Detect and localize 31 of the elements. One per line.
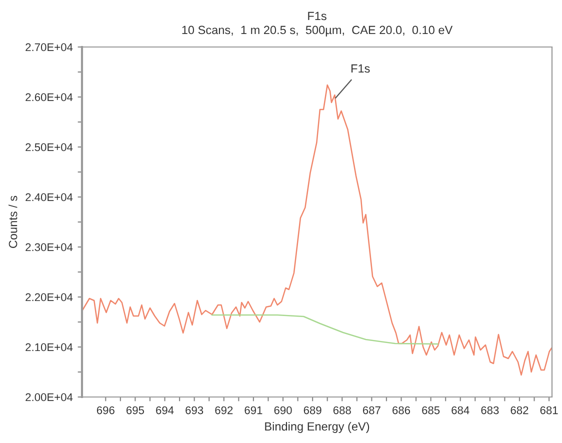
x-tick-label: 694 [156, 406, 174, 414]
y-tick-label: 2.40E+04 [26, 193, 73, 202]
x-tick-label: 681 [540, 406, 558, 414]
x-tick-label: 685 [422, 406, 440, 414]
line-series [211, 314, 439, 345]
x-tick-label: 688 [333, 406, 351, 414]
x-tick-label: 693 [186, 406, 204, 414]
y-tick-label: 2.00E+04 [26, 393, 73, 402]
x-tick-label: 691 [244, 406, 262, 414]
x-tick-label: 686 [392, 406, 410, 414]
x-tick-label: 683 [481, 406, 499, 414]
y-tick-label: 2.50E+04 [26, 143, 73, 152]
x-tick-label: 696 [96, 406, 114, 414]
x-tick-label: 687 [362, 406, 380, 414]
chart-title: F1s [308, 12, 326, 20]
x-tick-label: 690 [274, 406, 292, 414]
y-tick-label: 2.60E+04 [26, 93, 73, 102]
chart-subtitle: 10 Scans, 1 m 20.5 s, 500µm, CAE 20.0, 0.10 eV [182, 26, 453, 37]
x-tick-label: 695 [126, 406, 144, 414]
y-tick-label: 2.10E+04 [26, 343, 73, 352]
annotation: F1s [351, 64, 370, 73]
y-axis-title: Counts / s [8, 196, 18, 248]
x-tick-label: 682 [510, 406, 528, 414]
x-axis-title: Binding Energy (eV) [265, 422, 370, 433]
x-tick-label: 684 [452, 406, 470, 414]
x-tick-label: 689 [304, 406, 322, 414]
y-tick-label: 2.70E+04 [26, 43, 73, 52]
line-series [82, 84, 552, 376]
y-tick-label: 2.20E+04 [26, 293, 73, 302]
y-tick-label: 2.30E+04 [26, 243, 73, 252]
x-tick-label: 692 [215, 406, 233, 414]
